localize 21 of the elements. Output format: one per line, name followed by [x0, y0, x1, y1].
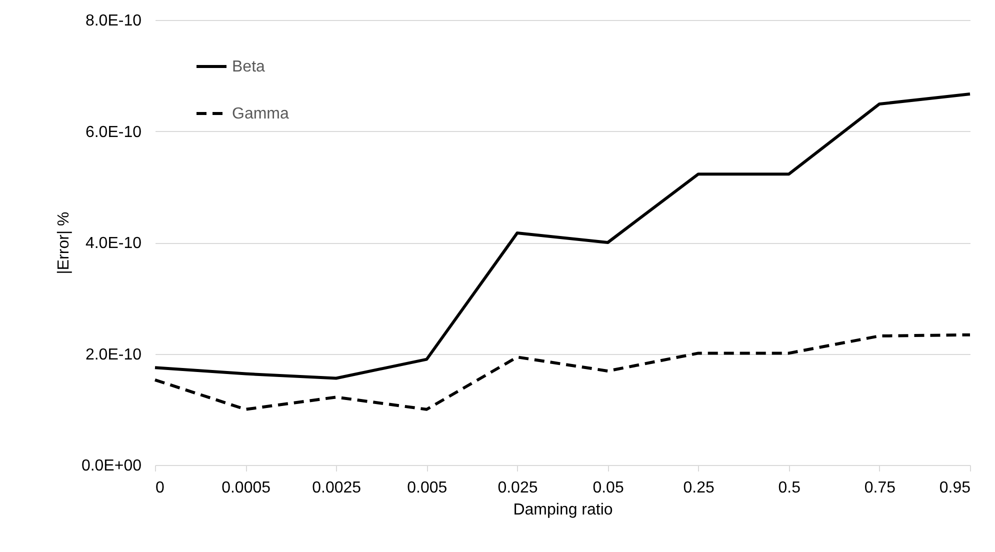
x-tick-label: 0.05 [592, 480, 624, 496]
y-tick-label: 2.0E-10 [85, 346, 142, 364]
legend-label: Beta [232, 58, 266, 76]
x-tick-label: 0.0025 [312, 480, 362, 496]
y-axis-title: |Error| % [55, 212, 72, 274]
x-tick-label: 0.75 [864, 480, 896, 496]
x-tick-label: 0.025 [498, 480, 538, 496]
line-series [154, 92, 972, 380]
x-tick-label: 0.0005 [222, 480, 271, 496]
x-tick-label: 0.5 [778, 480, 801, 496]
x-axis-title: Damping ratio [513, 502, 613, 518]
legend-label: Gamma [232, 106, 289, 122]
line-series [154, 333, 972, 411]
y-tick-label: 4.0E-10 [85, 235, 142, 252]
y-tick-label: 6.0E-10 [85, 124, 142, 141]
x-tick-label: 0 [156, 480, 164, 496]
y-tick-label: 8.0E-10 [85, 12, 142, 30]
x-tick-label: 0.005 [407, 480, 448, 496]
x-tick-label: 0.25 [683, 480, 715, 496]
y-tick-label: 0.0E+00 [81, 458, 142, 474]
x-tick-label: 0.95 [939, 480, 971, 496]
